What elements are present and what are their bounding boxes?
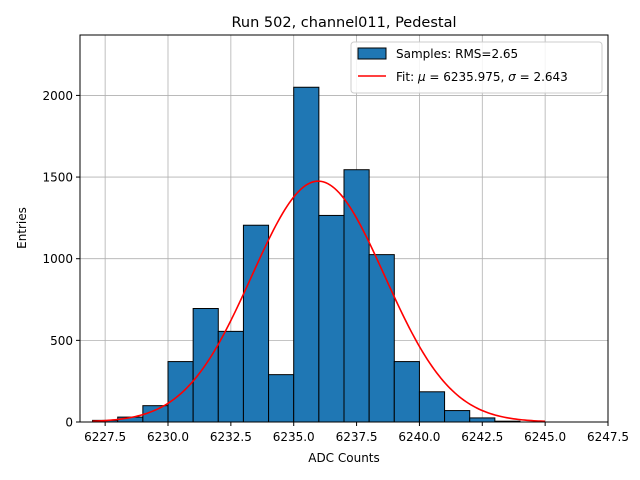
legend-fit-label: Fit: μ = 6235.975, σ = 2.643 <box>396 70 568 84</box>
histogram-bar-12 <box>393 361 420 423</box>
chart-title: Run 502, channel011, Pedestal <box>231 15 456 31</box>
legend-samples-swatch <box>357 47 387 60</box>
x-axis-ticks: 6227.5 6230.0 6232.5 6235.0 6237.5 6240.0 6242… <box>84 422 629 444</box>
x-tick-label-7: 6245.0 <box>524 430 566 444</box>
y-axis-label: Entries <box>15 207 29 249</box>
x-tick-label-3: 6235.0 <box>273 430 315 444</box>
plot-frame <box>79 34 609 423</box>
y-tick-label-0: 0 <box>65 416 73 430</box>
legend: Samples: RMS=2.65 Fit: μ = 6235.975, σ =… <box>350 41 603 94</box>
y-tick-label-2: 1000 <box>42 252 73 266</box>
x-tick-label-5: 6240.0 <box>398 430 440 444</box>
x-tick-label-6: 6242.5 <box>461 430 503 444</box>
histogram-bar-6 <box>242 224 270 423</box>
histogram-bar-13 <box>418 391 446 423</box>
legend-box <box>350 41 603 94</box>
legend-samples-label: Samples: RMS=2.65 <box>396 47 518 61</box>
y-axis-ticks: 0 500 1000 1500 2000 <box>42 89 80 430</box>
histogram-bars <box>92 86 521 423</box>
x-tick-label-8: 6247.5 <box>587 430 629 444</box>
y-tick-label-4: 2000 <box>42 89 73 103</box>
histogram-bar-11 <box>368 254 395 423</box>
histogram-bar-14 <box>444 410 471 423</box>
histogram-bar-8 <box>293 86 320 423</box>
x-tick-label-1: 6230.0 <box>147 430 189 444</box>
histogram-bar-10 <box>343 169 370 423</box>
histogram-bar-9 <box>318 214 345 423</box>
histogram-bar-7 <box>268 374 295 423</box>
x-tick-label-4: 6237.5 <box>336 430 378 444</box>
x-tick-label-2: 6232.5 <box>210 430 252 444</box>
x-tick-label-0: 6227.5 <box>84 430 126 444</box>
gaussian-fit-curve <box>92 180 546 423</box>
y-tick-label-3: 1500 <box>42 171 73 185</box>
histogram-bar-3 <box>167 361 194 423</box>
histogram-bar-5 <box>217 330 244 423</box>
x-axis-label: ADC Counts <box>308 451 380 465</box>
histogram-bar-15 <box>469 417 496 423</box>
y-tick-label-1: 500 <box>50 334 73 348</box>
